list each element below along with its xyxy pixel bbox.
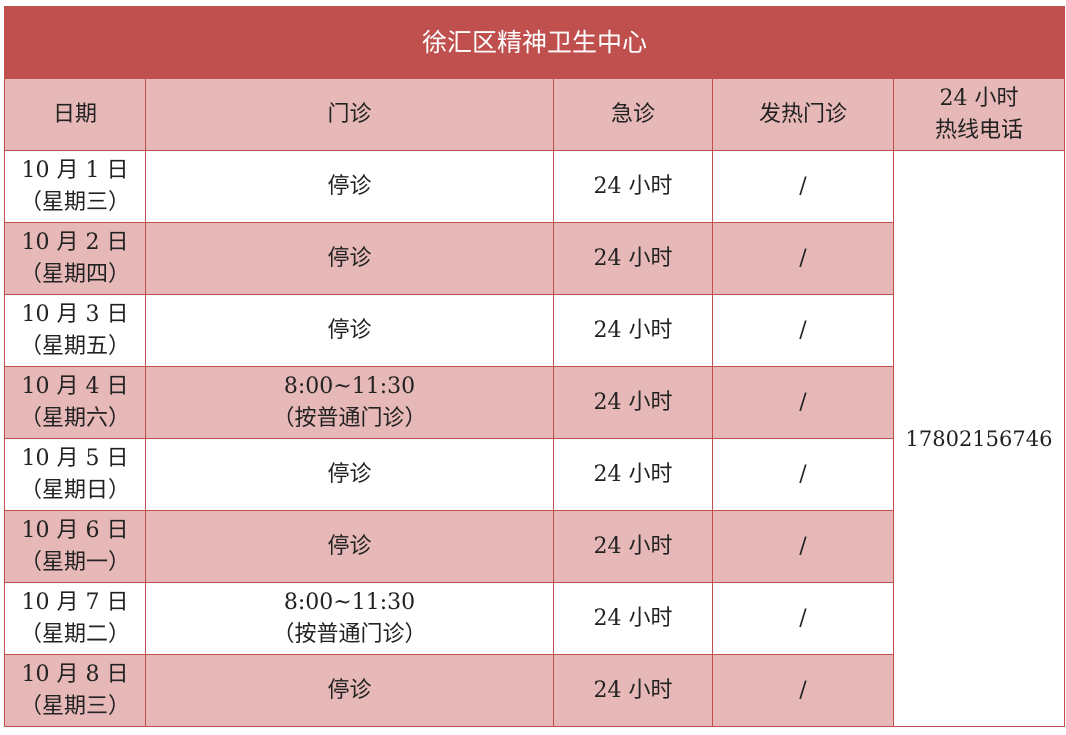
clinic-cell: 停诊 [145,510,554,583]
date: 10 月 4 日 [21,373,129,399]
fever-clinic-cell: / [712,150,894,223]
fever-clinic-cell: / [712,222,894,295]
table-row: 10 月 4 日 （星期六） 8:00~11:30 （按普通门诊） 24 小时 / [4,366,1065,439]
date: 10 月 5 日 [21,445,129,471]
clinic-hours: 停诊 [327,533,372,559]
date-cell: 10 月 2 日 （星期四） [4,222,146,295]
header-clinic: 门诊 [145,78,554,151]
clinic-hours: 8:00~11:30 [283,589,416,615]
table-row: 10 月 7 日 （星期二） 8:00~11:30 （按普通门诊） 24 小时 / [4,582,1065,655]
clinic-note: （按普通门诊） [272,621,427,647]
emergency-cell: 24 小时 [553,438,713,511]
weekday: （星期六） [19,405,130,431]
header-fever-clinic: 发热门诊 [712,78,894,151]
clinic-cell: 8:00~11:30 （按普通门诊） [145,582,554,655]
schedule-table: 徐汇区精神卫生中心 日期 门诊 急诊 发热门诊 24 小时 热线电话 10 月 1… [4,6,1065,727]
clinic-hours: 停诊 [327,677,372,703]
date-cell: 10 月 3 日 （星期五） [4,294,146,367]
fever-clinic-cell: / [712,654,894,727]
hotline-number: 17802156746 [893,150,1065,727]
table-row: 10 月 5 日 （星期日） 停诊 24 小时 / [4,438,1065,511]
clinic-hours: 8:00~11:30 [283,373,416,399]
emergency-cell: 24 小时 [553,366,713,439]
weekday: （星期二） [19,621,130,647]
date-cell: 10 月 6 日 （星期一） [4,510,146,583]
clinic-cell: 停诊 [145,222,554,295]
emergency-cell: 24 小时 [553,150,713,223]
weekday: （星期三） [19,693,130,719]
header-hotline-line2: 热线电话 [934,117,1023,143]
table-row: 10 月 6 日 （星期一） 停诊 24 小时 / [4,510,1065,583]
table-row: 10 月 8 日 （星期三） 停诊 24 小时 / [4,654,1065,727]
date: 10 月 1 日 [21,157,129,183]
emergency-cell: 24 小时 [553,510,713,583]
fever-clinic-cell: / [712,438,894,511]
header-emergency: 急诊 [553,78,713,151]
date-cell: 10 月 5 日 （星期日） [4,438,146,511]
clinic-cell: 停诊 [145,150,554,223]
date-cell: 10 月 8 日 （星期三） [4,654,146,727]
clinic-hours: 停诊 [327,245,372,271]
table-row: 10 月 3 日 （星期五） 停诊 24 小时 / [4,294,1065,367]
emergency-cell: 24 小时 [553,654,713,727]
header-hotline: 24 小时热线电话 [893,78,1065,151]
date-cell: 10 月 4 日 （星期六） [4,366,146,439]
fever-clinic-cell: / [712,510,894,583]
weekday: （星期三） [19,189,130,215]
table-title: 徐汇区精神卫生中心 [4,6,1065,79]
weekday: （星期四） [19,261,130,287]
date: 10 月 7 日 [21,589,129,615]
clinic-note: （按普通门诊） [272,405,427,431]
weekday: （星期日） [19,477,130,503]
clinic-hours: 停诊 [327,461,372,487]
clinic-cell: 停诊 [145,294,554,367]
weekday: （星期五） [19,333,130,359]
date: 10 月 6 日 [21,517,129,543]
header-hotline-line1: 24 小时 [939,85,1019,111]
fever-clinic-cell: / [712,294,894,367]
date: 10 月 2 日 [21,229,129,255]
clinic-hours: 停诊 [327,317,372,343]
date-cell: 10 月 1 日 （星期三） [4,150,146,223]
clinic-cell: 8:00~11:30 （按普通门诊） [145,366,554,439]
emergency-cell: 24 小时 [553,294,713,367]
emergency-cell: 24 小时 [553,582,713,655]
date-cell: 10 月 7 日 （星期二） [4,582,146,655]
table-row: 10 月 2 日 （星期四） 停诊 24 小时 / [4,222,1065,295]
table-row: 10 月 1 日（星期三） 停诊 24 小时/17802156746 [4,150,1065,727]
clinic-hours: 停诊 [327,173,372,199]
header-date: 日期 [4,78,146,151]
clinic-cell: 停诊 [145,654,554,727]
date: 10 月 3 日 [21,301,129,327]
date: 10 月 8 日 [21,661,129,687]
clinic-cell: 停诊 [145,438,554,511]
fever-clinic-cell: / [712,366,894,439]
emergency-cell: 24 小时 [553,222,713,295]
weekday: （星期一） [19,549,130,575]
fever-clinic-cell: / [712,582,894,655]
